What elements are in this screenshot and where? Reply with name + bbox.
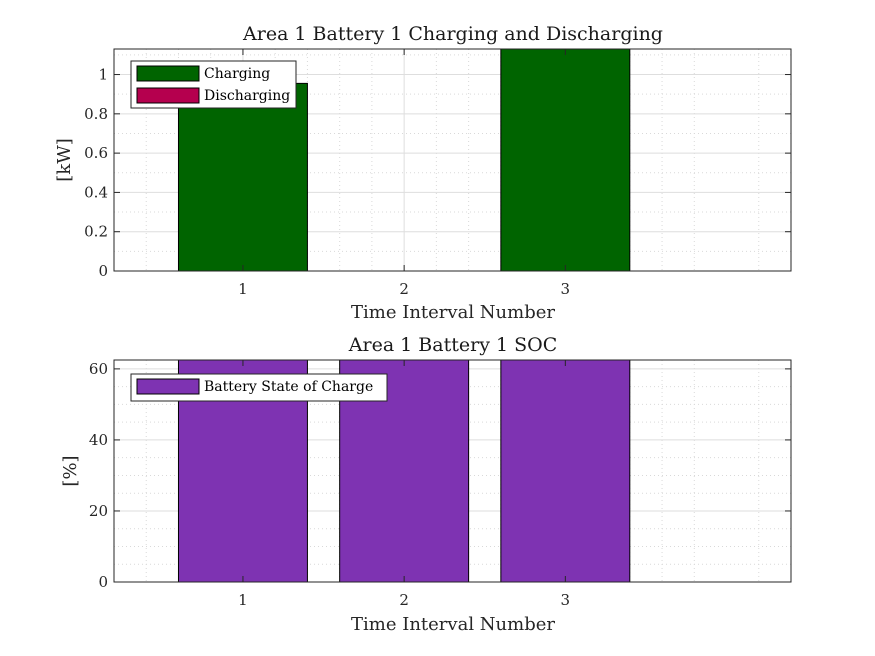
y-tick-label: 0.2 bbox=[84, 223, 108, 241]
x-tick-label: 1 bbox=[238, 591, 248, 609]
y-tick-label: 0.8 bbox=[84, 105, 108, 123]
y-tick-label: 0.6 bbox=[84, 144, 108, 162]
legend-label-soc: Battery State of Charge bbox=[204, 379, 373, 395]
legend: Battery State of Charge bbox=[130, 373, 388, 402]
legend-label-charging: Charging bbox=[204, 66, 270, 82]
x-axis-label: Time Interval Number bbox=[351, 614, 555, 635]
legend-swatch-soc bbox=[136, 378, 200, 395]
y-tick-label: 20 bbox=[89, 502, 108, 520]
chart-title: Area 1 Battery 1 Charging and Dischargin… bbox=[242, 23, 663, 45]
y-tick-label: 60 bbox=[89, 360, 108, 378]
plot-area: 1 2 3 0 0.2 0.4 0.6 0.8 1 bbox=[84, 48, 792, 298]
x-tick-label: 1 bbox=[238, 280, 248, 298]
chart-charging-discharging: Area 1 Battery 1 Charging and Dischargin… bbox=[54, 23, 792, 323]
y-axis-label: [kW] bbox=[54, 138, 75, 181]
y-tick-label: 0.4 bbox=[84, 183, 108, 201]
x-tick-label: 3 bbox=[561, 280, 571, 298]
chart-soc: Area 1 Battery 1 SOC Time Interval Numbe… bbox=[60, 334, 792, 635]
y-tick-label: 1 bbox=[98, 66, 108, 84]
bar-charging-3 bbox=[500, 48, 631, 272]
axes-box bbox=[113, 48, 792, 272]
axes-box bbox=[113, 359, 792, 583]
bar-battery-state-of-charge-3 bbox=[500, 359, 631, 583]
y-tick-label: 0 bbox=[98, 573, 108, 591]
legend: Charging Discharging bbox=[130, 60, 297, 109]
legend-label-discharging: Discharging bbox=[204, 88, 290, 104]
legend-swatch-discharging bbox=[136, 87, 200, 104]
y-axis-label: [%] bbox=[60, 455, 81, 486]
y-tick-label: 0 bbox=[98, 262, 108, 280]
x-axis-label: Time Interval Number bbox=[351, 302, 555, 323]
x-tick-label: 2 bbox=[399, 591, 409, 609]
x-tick-label: 3 bbox=[561, 591, 571, 609]
bar-charging-1 bbox=[177, 82, 308, 272]
x-tick-label: 2 bbox=[399, 280, 409, 298]
y-tick-label: 40 bbox=[89, 431, 108, 449]
chart-title: Area 1 Battery 1 SOC bbox=[348, 334, 557, 356]
legend-swatch-charging bbox=[136, 65, 200, 82]
